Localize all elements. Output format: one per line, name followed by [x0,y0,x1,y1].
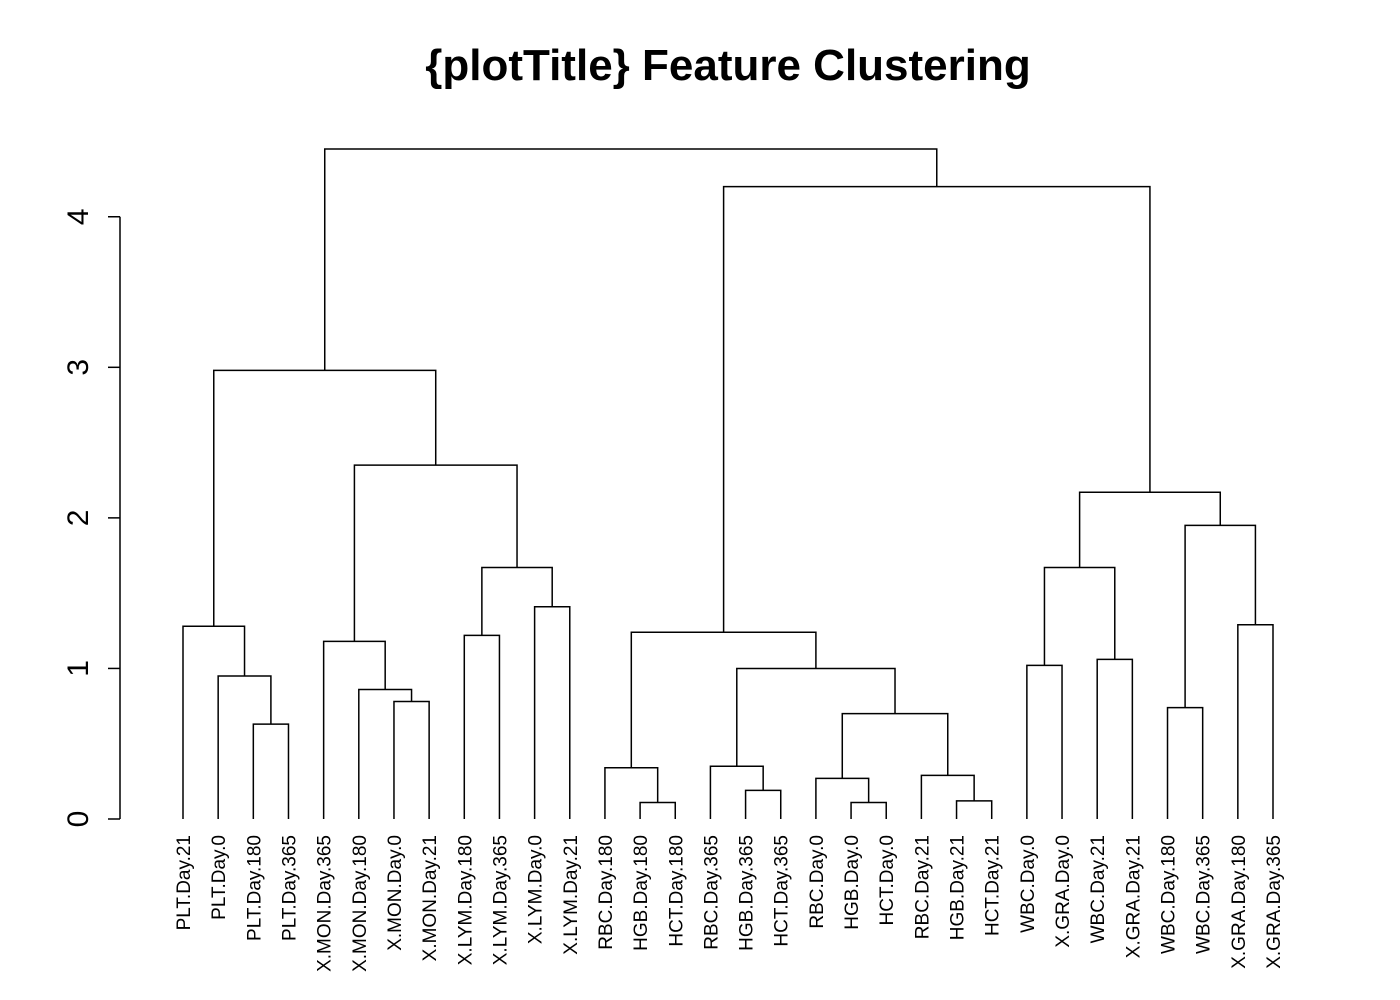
leaf-label: PLT.Day.365 [279,835,300,941]
leaf-label: PLT.Day.21 [174,835,195,930]
leaf-label: HCT.Day.21 [983,835,1004,936]
leaf-label: PLT.Day.0 [209,835,230,920]
y-tick-label: 2 [62,510,95,527]
leaf-label: X.LYM.Day.365 [490,835,511,965]
merge-link [744,789,782,819]
merge-link [322,640,386,819]
leaf-label: WBC.Day.180 [1159,835,1180,954]
leaf-label: HCT.Day.0 [877,835,898,925]
leaf-label: X.LYM.Day.0 [526,835,547,944]
leaf-label: X.GRA.Day.21 [1123,835,1144,958]
y-tick-label: 4 [62,208,95,225]
merge-link [533,605,571,819]
merge-link [353,464,518,642]
merge-link [736,667,896,767]
leaf-label: X.MON.Day.0 [385,835,406,951]
leaf-label: X.MON.Day.365 [315,835,336,972]
chart-title: {plotTitle} Feature Clustering [425,41,1031,90]
leaf-label: HGB.Day.180 [631,835,652,951]
y-tick-label: 1 [62,660,95,677]
leaf-label: RBC.Day.21 [912,835,933,939]
merge-link [722,185,1151,633]
y-tick-label: 0 [62,811,95,828]
merge-link [358,688,413,819]
leaf-label: X.GRA.Day.180 [1229,835,1250,969]
merge-link [213,369,437,627]
merge-link [1096,658,1134,819]
merge-link [1237,624,1274,819]
leaf-label: HGB.Day.0 [842,835,863,930]
merge-link [850,801,887,819]
merge-link [393,700,430,819]
leaf-label: X.MON.Day.21 [420,835,441,961]
merge-link [709,765,764,819]
leaf-label: X.LYM.Day.180 [455,835,476,965]
leaf-label: HGB.Day.21 [948,835,969,940]
leaf-label: RBC.Day.0 [807,835,828,929]
merge-link [841,712,949,779]
merge-link [1184,524,1257,708]
merge-link [1026,664,1063,819]
leaf-label: RBC.Day.180 [596,835,617,950]
merge-link [252,723,290,819]
merge-link [604,767,659,819]
leaf-label: X.GRA.Day.0 [1053,835,1074,948]
merge-link [1043,566,1116,666]
merge-link [217,675,272,819]
merge-link [463,634,501,819]
merge-link [323,148,938,371]
leaf-label: WBC.Day.365 [1194,835,1215,954]
merge-link [920,774,975,819]
leaf-label: X.LYM.Day.21 [561,835,582,955]
leaf-label: HCT.Day.180 [666,835,687,947]
merge-link [1166,706,1204,819]
merge-link [639,801,677,819]
leaf-label: PLT.Day.180 [244,835,265,941]
leaf-label: RBC.Day.365 [701,835,722,950]
merge-link [955,800,993,819]
merge-link [1078,491,1222,568]
merge-link [481,566,553,636]
merge-link [630,631,817,768]
leaf-label: WBC.Day.21 [1088,835,1109,943]
y-tick-label: 3 [62,359,95,376]
leaf-label: HCT.Day.365 [772,835,793,947]
leaf-label: X.MON.Day.180 [350,835,371,972]
leaf-label: X.GRA.Day.365 [1264,835,1285,969]
leaf-label: WBC.Day.0 [1018,835,1039,933]
leaf-label: HGB.Day.365 [737,835,758,951]
merge-link [815,777,870,819]
merge-link [182,625,246,819]
